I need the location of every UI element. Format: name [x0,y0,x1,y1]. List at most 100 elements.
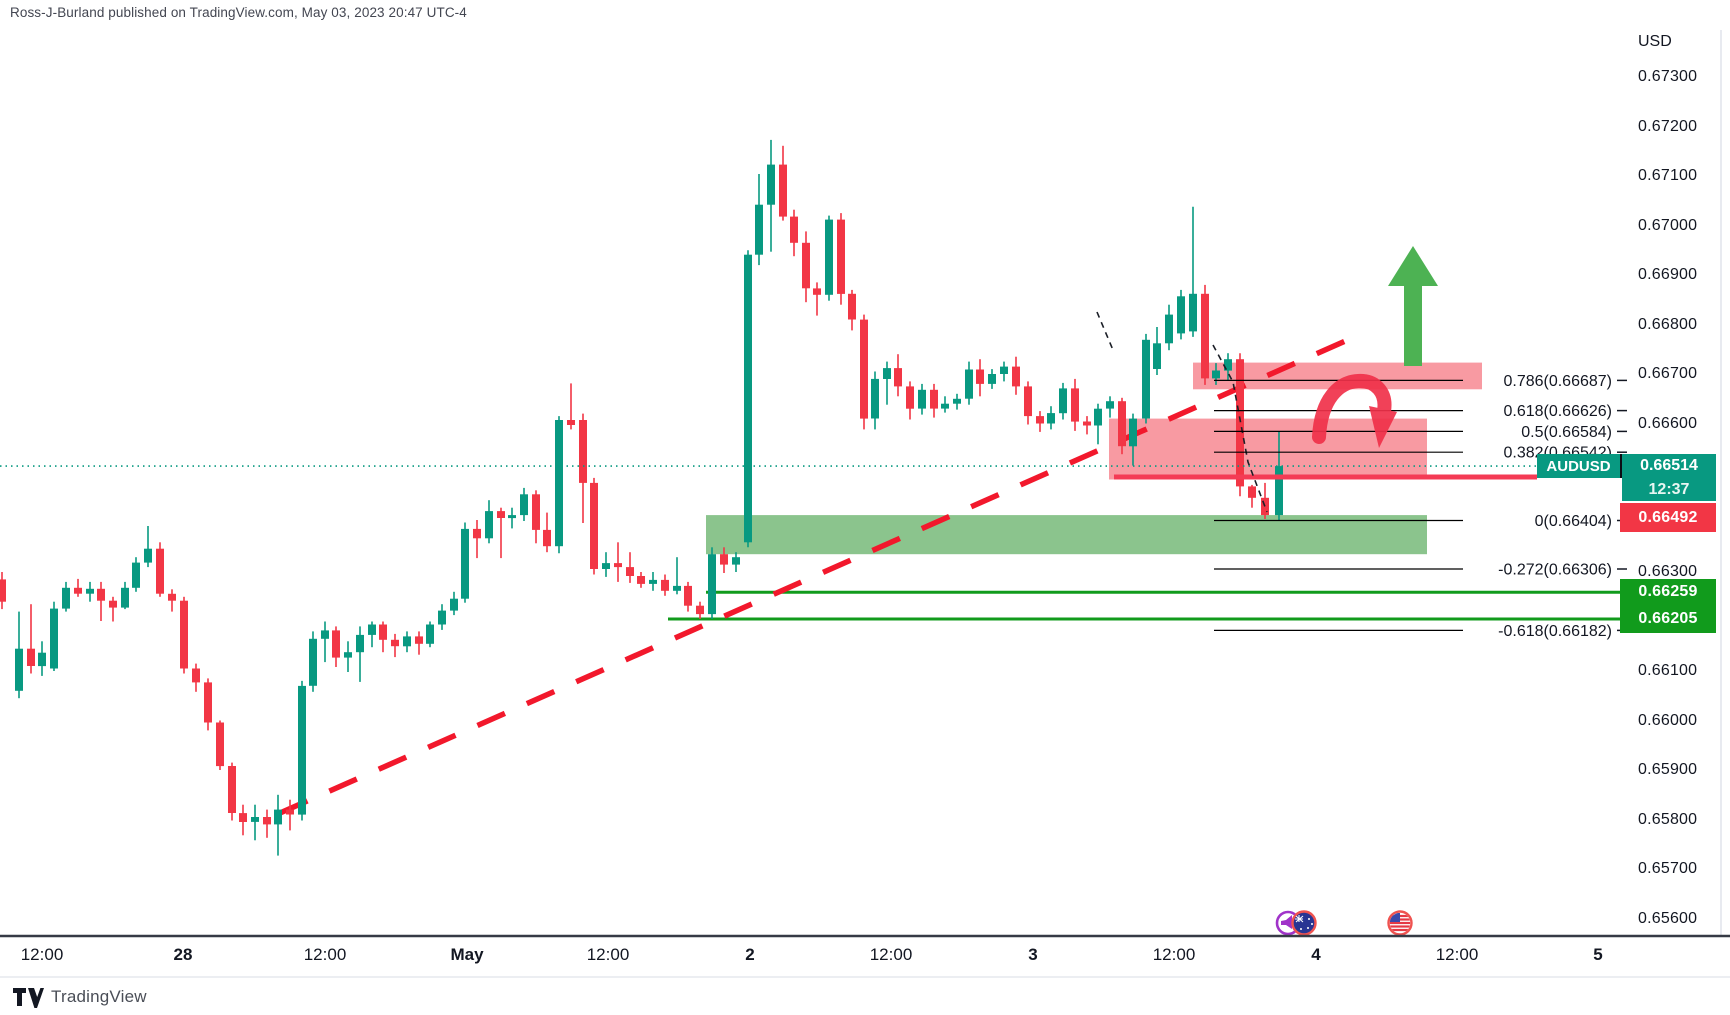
price-axis-tick: 0.65700 [1638,860,1698,877]
candle [825,215,833,301]
candle [74,578,82,597]
candle [204,678,212,731]
candle [1094,403,1102,445]
candle [767,139,775,252]
candle [602,552,610,577]
fib-level-label: 0(0.66404) [1535,513,1612,530]
candle [27,604,35,674]
candle [97,581,105,621]
candle [976,359,984,397]
candle [883,361,891,405]
candle [274,794,282,856]
time-axis-tick: 3 [1028,945,1038,964]
candle [988,369,996,389]
price-label-box[interactable]: 0.66259 [1620,578,1716,606]
price-axis-tick: 0.66000 [1638,711,1698,729]
red-curved-down-arrow[interactable] [1312,374,1397,448]
australia-flag-icon[interactable] [1291,910,1317,936]
price-axis-tick: 0.66600 [1638,414,1698,432]
candle [473,520,481,559]
candle [779,145,787,221]
candle [590,477,598,575]
ascending-trendline[interactable] [278,335,1354,816]
candle [555,416,563,554]
candle [614,542,622,582]
candle [965,361,973,405]
candle [192,663,200,692]
fib-level-label: -0.272(0.66306) [1498,562,1612,579]
price-axis-currency-label: USD [1638,33,1672,50]
candle [216,720,224,770]
candle [1261,482,1269,519]
candle [132,557,140,592]
candle [497,507,505,559]
price-axis-tick: 0.66100 [1638,662,1698,679]
fib-level-label: -0.618(0.66182) [1498,623,1612,640]
demand-zone[interactable] [706,515,1427,555]
candle [744,250,752,548]
candle [1201,284,1209,385]
candle [62,581,70,612]
tradingview-logo[interactable]: TradingView [12,986,147,1008]
candle [813,282,821,316]
dashed-projection-line[interactable] [1212,344,1268,513]
price-label-box[interactable]: 0.66205 [1620,605,1716,633]
candle [1129,413,1137,466]
time-axis-tick: 12:00 [1435,945,1479,964]
candle [1248,484,1256,508]
candle [941,396,949,413]
candle [1224,353,1232,380]
candle [755,174,763,266]
supply-zone[interactable] [1109,418,1427,480]
candle [520,487,528,521]
us-flag-icon[interactable] [1387,910,1413,936]
candle [144,526,152,568]
candle [637,572,645,588]
candle [461,522,469,603]
candle [1177,289,1185,340]
candle [906,381,914,420]
price-axis-tick: 0.66700 [1638,365,1698,382]
price-axis-tick: 0.65600 [1638,909,1698,927]
price-axis-tick: 0.65800 [1638,810,1698,828]
candle [1165,304,1173,351]
candle [1059,382,1067,420]
candle [848,289,856,331]
candle [239,804,247,836]
time-axis-tick: 2 [745,945,755,964]
candle [1024,381,1032,425]
symbol-name-badge: AUDUSD [1537,454,1620,478]
candle [894,354,902,397]
time-axis-tick: 4 [1311,945,1321,964]
candle [661,574,669,596]
fib-level-label: 0.786(0.66687) [1503,373,1612,390]
candle [1071,378,1079,431]
candle [790,209,798,257]
candle [649,572,657,591]
candle [1106,396,1114,418]
symbol-price-label[interactable]: AUDUSD 0.66514 12:37 [1537,454,1716,501]
candle [918,383,926,415]
candle [450,591,458,616]
candle [356,626,364,682]
price-axis-tick: 0.66300 [1638,563,1698,580]
candle [1047,406,1055,430]
time-axis-tick: 12:00 [869,945,913,964]
candle [1036,411,1044,432]
candle [567,383,575,430]
fib-level-label: 0.618(0.66626) [1503,403,1612,420]
candle [38,641,46,676]
candle [930,383,938,418]
price-label-box[interactable]: 0.66492 [1620,503,1716,532]
candle [1153,327,1161,375]
time-axis-tick: 12:00 [20,945,64,964]
candle [684,581,692,612]
candle [286,799,294,831]
candle [309,631,317,692]
dashed-projection-line[interactable] [1096,311,1114,351]
green-up-arrow[interactable] [1388,246,1438,366]
candle [673,557,681,595]
candle [228,762,236,821]
attribution-text: Ross-J-Burland published on TradingView.… [10,5,467,20]
